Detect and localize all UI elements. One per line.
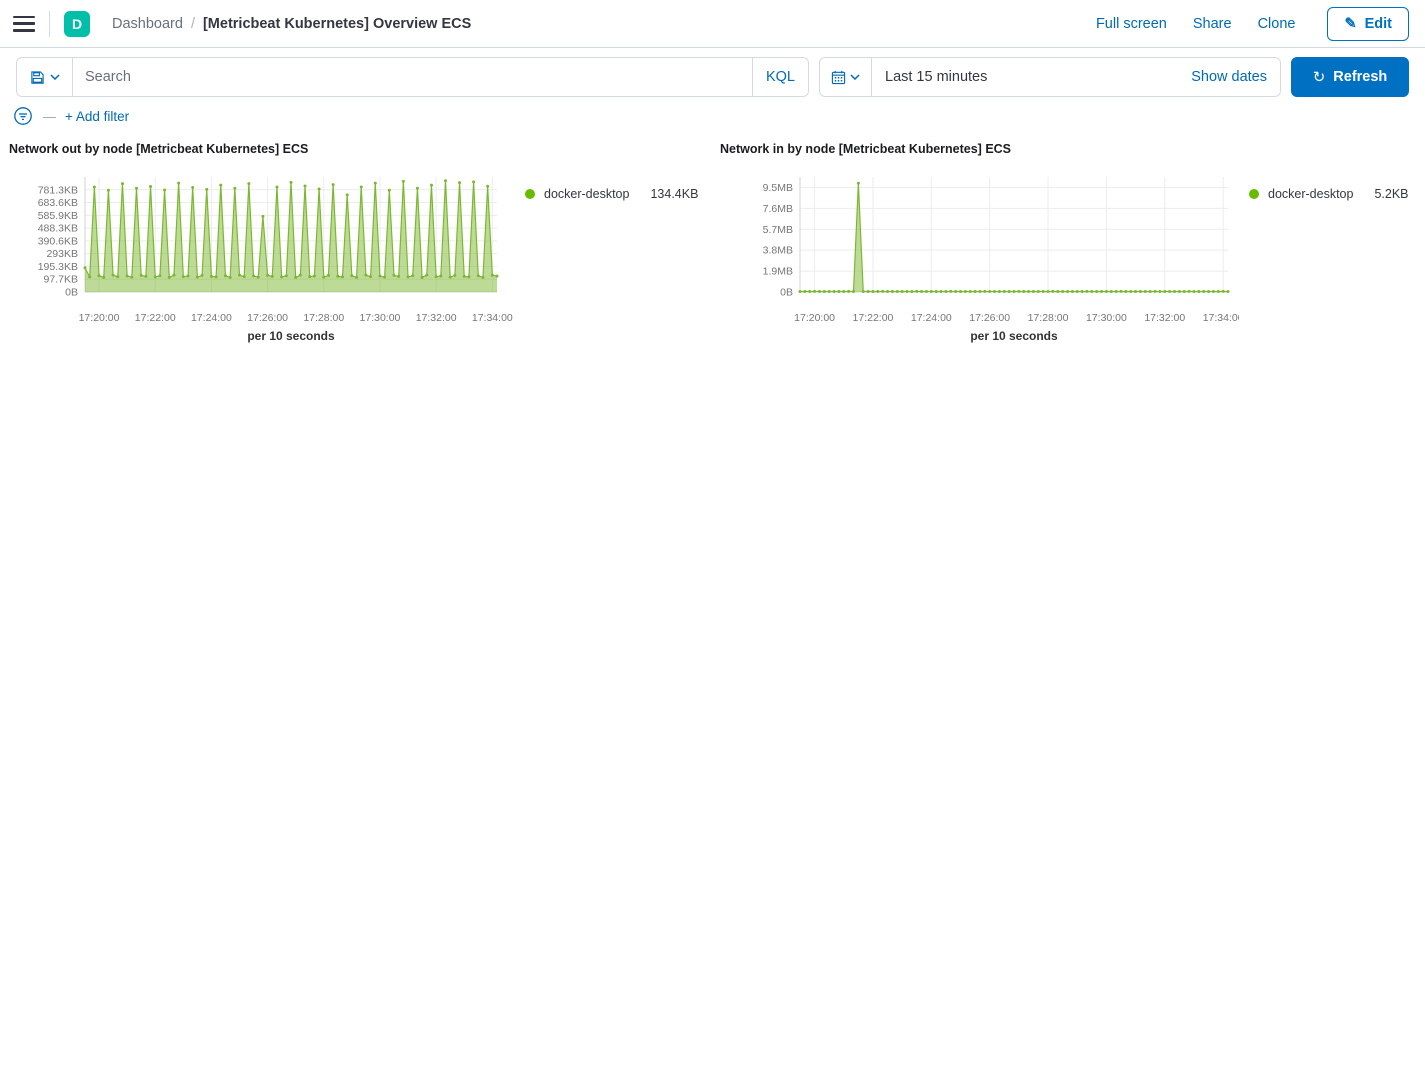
svg-text:per 10 seconds: per 10 seconds	[247, 329, 335, 343]
panel-title: Network in by node [Metricbeat Kubernete…	[720, 142, 1012, 156]
svg-text:17:34:00: 17:34:00	[472, 312, 513, 324]
svg-text:17:28:00: 17:28:00	[1028, 312, 1069, 324]
legend-color-dot	[525, 189, 535, 199]
chart-legend: docker-desktop 134.4KB	[525, 183, 698, 205]
svg-text:0B: 0B	[65, 287, 78, 299]
chevron-down-icon	[850, 74, 860, 80]
svg-text:9.5MB: 9.5MB	[763, 182, 793, 194]
query-bar: KQL Last 15 minutes Show dates ↻ Refresh	[0, 48, 1425, 97]
svg-text:17:22:00: 17:22:00	[853, 312, 894, 324]
svg-text:17:20:00: 17:20:00	[794, 312, 835, 324]
kql-button[interactable]: KQL	[752, 58, 808, 96]
svg-text:17:32:00: 17:32:00	[416, 312, 457, 324]
legend-value: 134.4KB	[650, 187, 699, 201]
svg-text:390.6KB: 390.6KB	[38, 235, 78, 247]
refresh-button[interactable]: ↻ Refresh	[1291, 57, 1409, 97]
svg-text:97.7KB: 97.7KB	[44, 274, 78, 286]
legend-item[interactable]: docker-desktop 5.2KB	[1249, 183, 1409, 205]
panel-title: Network out by node [Metricbeat Kubernet…	[9, 142, 309, 156]
svg-text:17:26:00: 17:26:00	[969, 312, 1010, 324]
search-input[interactable]	[73, 58, 752, 96]
dashboard-grid: Nodes [Metricbeat Kubernetes] ECS Nodes …	[0, 133, 1425, 1089]
svg-text:17:24:00: 17:24:00	[191, 312, 232, 324]
pencil-icon: ✎	[1344, 15, 1357, 32]
add-filter-button[interactable]: + Add filter	[65, 108, 130, 124]
panel-network-in-by-node: Network in by node [Metricbeat Kubernete…	[711, 133, 1425, 364]
filter-options-icon[interactable]	[12, 105, 34, 127]
full-screen-link[interactable]: Full screen	[1095, 15, 1167, 32]
edit-button[interactable]: ✎ Edit	[1327, 6, 1409, 41]
share-link[interactable]: Share	[1192, 15, 1232, 32]
svg-text:7.6MB: 7.6MB	[763, 203, 793, 215]
legend-value: 5.2KB	[1374, 187, 1409, 201]
svg-text:3.8MB: 3.8MB	[763, 245, 793, 257]
svg-text:17:26:00: 17:26:00	[247, 312, 288, 324]
refresh-button-label: Refresh	[1333, 69, 1388, 85]
svg-text:1.9MB: 1.9MB	[763, 266, 793, 278]
svg-text:17:30:00: 17:30:00	[1086, 312, 1127, 324]
svg-text:683.6KB: 683.6KB	[38, 197, 78, 209]
network-out-chart[interactable]: 0B97.7KB195.3KB293KB390.6KB488.3KB585.9K…	[8, 163, 518, 359]
dashboard-space-logo[interactable]: D	[64, 10, 90, 37]
hamburger-menu-icon[interactable]	[13, 15, 35, 32]
legend-item[interactable]: docker-desktop 134.4KB	[525, 183, 698, 205]
svg-text:17:22:00: 17:22:00	[135, 312, 176, 324]
svg-text:585.9KB: 585.9KB	[38, 210, 78, 222]
breadcrumb-dashboard[interactable]: Dashboard	[112, 15, 183, 32]
breadcrumb: Dashboard / [Metricbeat Kubernetes] Over…	[112, 16, 471, 32]
chart-legend: docker-desktop 5.2KB	[1249, 183, 1409, 205]
time-range-value[interactable]: Last 15 minutes	[885, 69, 988, 85]
svg-text:17:24:00: 17:24:00	[911, 312, 952, 324]
chevron-down-icon	[49, 74, 60, 80]
date-quick-select-button[interactable]	[820, 58, 872, 96]
filter-bar: — + Add filter	[0, 97, 1425, 133]
panel-network-out-by-node: Network out by node [Metricbeat Kubernet…	[0, 133, 711, 364]
refresh-icon: ↻	[1312, 69, 1326, 86]
svg-text:17:20:00: 17:20:00	[79, 312, 120, 324]
network-in-chart[interactable]: 0B 1.9MB 3.8MB 5.7MB 7.6MB 9.5MB 17:20:00 17:22…	[719, 163, 1239, 359]
edit-button-label: Edit	[1364, 15, 1392, 32]
svg-text:17:30:00: 17:30:00	[360, 312, 401, 324]
filter-bar-dash: —	[43, 108, 56, 124]
svg-text:0B: 0B	[780, 287, 793, 299]
legend-label: docker-desktop	[1268, 187, 1354, 201]
calendar-icon	[831, 70, 846, 84]
svg-text:per 10 seconds: per 10 seconds	[970, 329, 1058, 343]
show-dates-button[interactable]: Show dates	[1191, 69, 1267, 85]
top-navigation-bar: D Dashboard / [Metricbeat Kubernetes] Ov…	[0, 0, 1425, 48]
svg-text:781.3KB: 781.3KB	[38, 184, 78, 196]
svg-text:195.3KB: 195.3KB	[38, 261, 78, 273]
saved-query-menu-button[interactable]	[17, 58, 73, 96]
legend-label: docker-desktop	[544, 187, 630, 201]
clone-link[interactable]: Clone	[1257, 15, 1296, 32]
breadcrumb-current-page: [Metricbeat Kubernetes] Overview ECS	[202, 15, 472, 32]
svg-text:5.7MB: 5.7MB	[763, 224, 793, 236]
breadcrumb-separator: /	[190, 15, 195, 32]
svg-text:488.3KB: 488.3KB	[38, 223, 78, 235]
date-picker-group: Last 15 minutes Show dates	[819, 57, 1281, 97]
legend-color-dot	[1249, 189, 1259, 199]
svg-text:17:28:00: 17:28:00	[303, 312, 344, 324]
save-icon	[30, 70, 44, 84]
search-bar-group: KQL	[16, 57, 809, 97]
svg-text:293KB: 293KB	[46, 248, 78, 260]
svg-text:17:32:00: 17:32:00	[1144, 312, 1185, 324]
header-divider	[49, 10, 50, 37]
svg-text:17:34:00: 17:34:00	[1203, 312, 1239, 324]
